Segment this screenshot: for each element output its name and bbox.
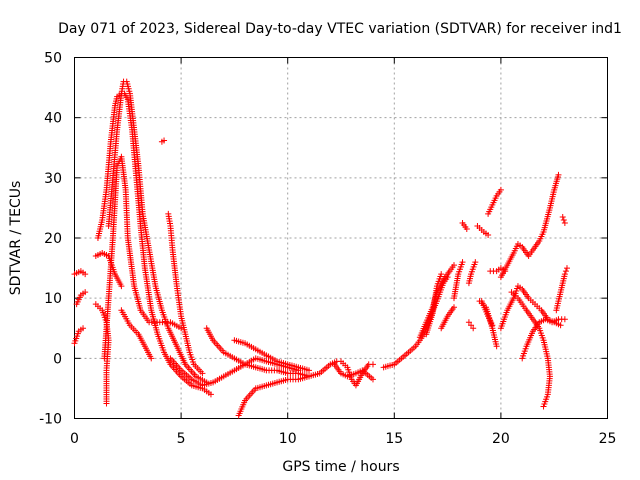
data-point-marker <box>561 316 568 323</box>
data-point-marker <box>497 186 504 193</box>
x-tick-label: 5 <box>177 431 186 447</box>
series-arc-n <box>235 358 340 419</box>
series-arc-e <box>105 78 210 386</box>
data-point-marker <box>369 361 376 368</box>
series-arc-x <box>465 319 477 332</box>
series-arc-l <box>167 355 302 389</box>
y-tick-label: 30 <box>44 171 62 187</box>
data-point-marker <box>148 355 155 362</box>
data-point-marker <box>369 376 376 383</box>
series-arc-h <box>101 153 185 362</box>
series-arc-u <box>438 304 457 332</box>
data-point-marker <box>560 216 567 223</box>
data-point-marker <box>450 262 457 269</box>
series-arc-w <box>465 259 479 287</box>
x-tick-label: 0 <box>70 431 79 447</box>
x-tick-label: 15 <box>385 431 403 447</box>
series-arc-ag <box>508 289 553 410</box>
y-axis-label: SDTVAR / TECUs <box>8 181 24 296</box>
series-arc-a <box>71 268 89 278</box>
x-tick-label: 10 <box>279 431 297 447</box>
data-point-marker <box>555 171 562 178</box>
data-point-marker <box>161 137 168 144</box>
series-arc-i <box>118 307 155 362</box>
data-point-marker <box>450 304 457 311</box>
series-arc-o <box>231 337 313 374</box>
data-point-marker <box>207 391 214 398</box>
data-point-marker <box>306 367 313 374</box>
series-arc-t <box>423 271 445 338</box>
data-point-marker <box>465 319 472 326</box>
series-arc-m <box>203 325 313 380</box>
data-point-marker <box>468 322 475 329</box>
data-point-marker <box>118 283 125 290</box>
chart-title: Day 071 of 2023, Sidereal Day-to-day VTE… <box>58 21 622 37</box>
data-point-marker <box>199 370 206 377</box>
data-point-marker <box>80 325 87 332</box>
series-arc-k <box>165 210 206 377</box>
series-arc-ac <box>485 186 504 217</box>
data-point-marker <box>459 259 466 266</box>
y-tick-label: 10 <box>44 291 62 307</box>
series-arc-q <box>331 361 376 383</box>
data-point-marker <box>561 271 568 278</box>
series-arc-v <box>450 259 466 302</box>
data-points <box>71 78 570 419</box>
data-point-marker <box>493 343 500 350</box>
data-point-marker <box>557 322 564 329</box>
data-point-marker <box>438 271 445 278</box>
series-arc-aj <box>559 213 568 226</box>
data-point-marker <box>82 271 89 278</box>
y-tick-label: -10 <box>39 412 62 428</box>
series-arc-ai <box>553 265 570 314</box>
series-arc-ae <box>497 171 562 281</box>
data-point-marker <box>559 213 566 220</box>
data-point-marker <box>470 325 477 332</box>
data-point-marker <box>472 259 479 266</box>
data-point-marker <box>561 219 568 226</box>
data-point-marker <box>82 289 89 296</box>
series-arc-ab <box>478 298 496 329</box>
axis-ticks <box>74 57 608 419</box>
series-arc-j <box>158 137 168 145</box>
grid <box>74 57 608 419</box>
series-arc-y <box>459 219 470 232</box>
data-point-marker <box>463 225 470 232</box>
data-point-marker <box>178 325 185 332</box>
y-tick-label: 40 <box>44 111 62 127</box>
data-point-marker <box>540 403 547 410</box>
data-point-marker <box>489 322 496 329</box>
x-tick-label: 20 <box>492 431 510 447</box>
series-arc-ah <box>519 316 568 362</box>
data-point-marker <box>562 268 569 275</box>
x-tick-label: 25 <box>599 431 617 447</box>
y-tick-label: 20 <box>44 231 62 247</box>
x-axis-label: GPS time / hours <box>282 459 399 475</box>
y-tick-label: 50 <box>44 51 62 67</box>
series-arc-z <box>474 222 492 238</box>
data-point-marker <box>103 400 110 407</box>
tick-labels: 0 5 10 15 20 25 -10 0 10 20 30 40 50 <box>39 51 616 448</box>
series-arc-c <box>73 289 89 308</box>
series-arc-b <box>71 325 87 347</box>
y-tick-label: 0 <box>53 351 62 367</box>
data-point-marker <box>563 265 570 272</box>
data-point-marker <box>485 231 492 238</box>
